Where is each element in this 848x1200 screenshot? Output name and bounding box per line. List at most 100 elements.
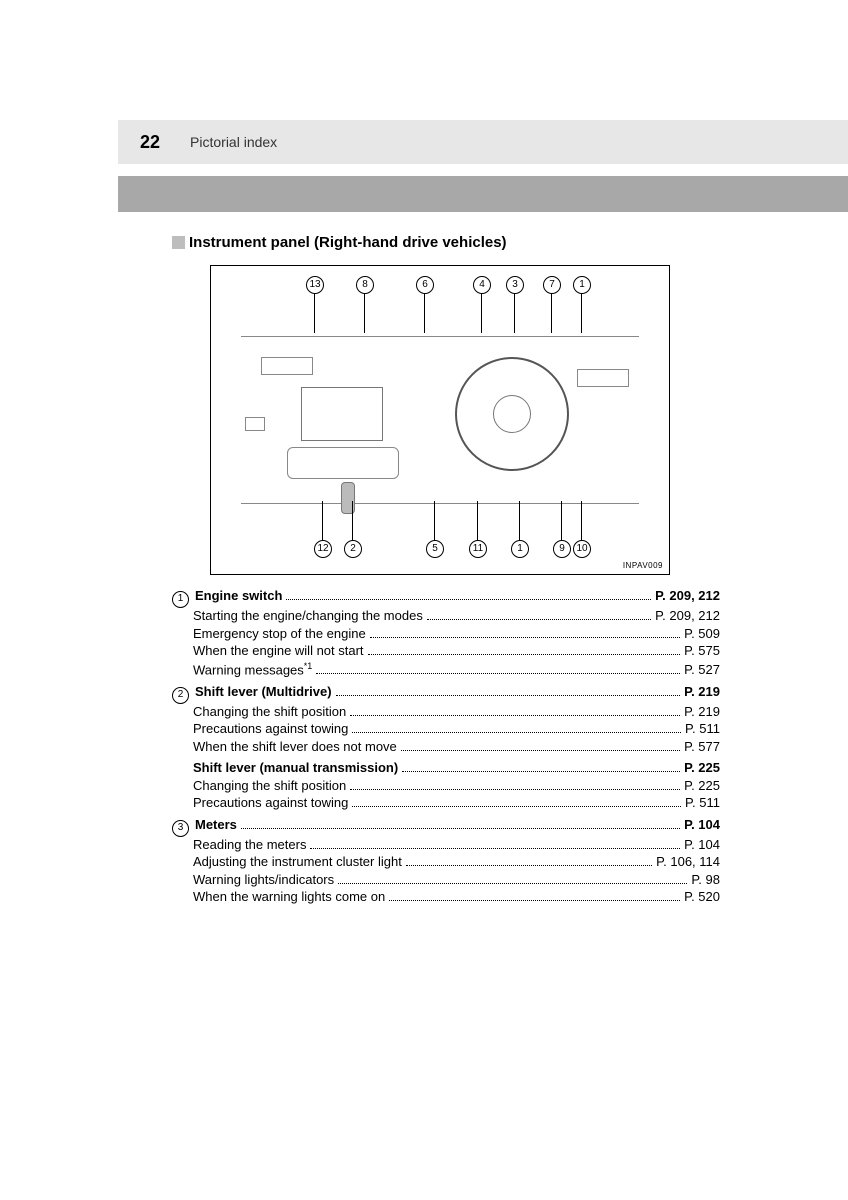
callout-8: 8 [356, 276, 374, 294]
leader-dots [427, 619, 651, 620]
callout-7: 7 [543, 276, 561, 294]
index-sub-page: P. 209, 212 [655, 607, 720, 625]
square-bullet-icon [172, 236, 185, 249]
leader-dots [401, 750, 680, 751]
callout-6: 6 [416, 276, 434, 294]
index-head-row: Shift lever (manual transmission) P. 225 [172, 759, 720, 777]
index-head-label: Shift lever (manual transmission) [193, 759, 398, 777]
index-sub-page: P. 575 [684, 642, 720, 660]
leader-dots [402, 771, 680, 772]
index-sub-label: Precautions against towing [193, 720, 348, 738]
item-number-circle: 3 [172, 820, 189, 837]
index-sub-row: Adjusting the instrument cluster lightP.… [172, 853, 720, 871]
index-head-label: Meters [195, 816, 237, 834]
dashboard-sketch [241, 336, 639, 504]
leader-line [434, 501, 435, 541]
index-sub-label: Precautions against towing [193, 794, 348, 812]
index-sub-label: Emergency stop of the engine [193, 625, 366, 643]
diagram-code: INPAV009 [623, 561, 663, 570]
index-sub-label: When the warning lights come on [193, 888, 385, 906]
index-sub-row: Changing the shift positionP. 225 [172, 777, 720, 795]
index-head-label: Shift lever (Multidrive) [195, 683, 332, 701]
vent-right-icon [577, 369, 629, 387]
index-sub-label: Reading the meters [193, 836, 306, 854]
index-sub-row: When the warning lights come on P. 520 [172, 888, 720, 906]
index-sub-label: Warning messages*1 [193, 660, 312, 679]
index-sub-row: Reading the meters P. 104 [172, 836, 720, 854]
index-sub-page: P. 509 [684, 625, 720, 643]
header-section-title: Pictorial index [190, 134, 277, 150]
index-sub-page: P. 225 [684, 777, 720, 795]
index-sub-row: Warning lights/indicators P. 98 [172, 871, 720, 889]
leader-line [477, 501, 478, 541]
index-sub-page: P. 104 [684, 836, 720, 854]
callout-11: 11 [469, 540, 487, 558]
center-screen-icon [301, 387, 383, 441]
index-sub-label: When the engine will not start [193, 642, 364, 660]
footnote-marker: *1 [304, 661, 313, 671]
item-number-circle: 2 [172, 687, 189, 704]
index-sub-row: Precautions against towingP. 511 [172, 720, 720, 738]
index-head-row: 3MetersP. 104 [172, 816, 720, 836]
index-sub-page: P. 520 [684, 888, 720, 906]
index-head-row: 1Engine switchP. 209, 212 [172, 587, 720, 607]
item-number-circle: 1 [172, 591, 189, 608]
leader-dots [350, 715, 680, 716]
index-sub-label: Warning lights/indicators [193, 871, 334, 889]
leader-line [581, 501, 582, 541]
index-sub-page: P. 98 [691, 871, 720, 889]
index-sub-row: Precautions against towing P. 511 [172, 794, 720, 812]
index-head-row: 2Shift lever (Multidrive)P. 219 [172, 683, 720, 703]
leader-line [364, 293, 365, 333]
leader-dots [368, 654, 681, 655]
index-sub-label: Changing the shift position [193, 703, 346, 721]
leader-dots [370, 637, 680, 638]
callout-5: 5 [426, 540, 444, 558]
callout-1: 1 [573, 276, 591, 294]
index-sub-row: Emergency stop of the engine P. 509 [172, 625, 720, 643]
content: Instrument panel (Right-hand drive vehic… [172, 234, 720, 906]
callout-10: 10 [573, 540, 591, 558]
callout-13: 13 [306, 276, 324, 294]
leader-line [322, 501, 323, 541]
callout-12: 12 [314, 540, 332, 558]
leader-dots [241, 828, 680, 829]
leader-line [514, 293, 515, 333]
leader-line [424, 293, 425, 333]
index-sub-page: P. 577 [684, 738, 720, 756]
leader-line [481, 293, 482, 333]
leader-line [561, 501, 562, 541]
index-head-page: P. 225 [684, 759, 720, 777]
glovebox-icon [245, 417, 265, 431]
leader-line [352, 501, 353, 541]
leader-line [581, 293, 582, 333]
page: 2 2 Pictorial index Instrument panel (Rig… [0, 0, 848, 1200]
index-sub-page: P. 511 [685, 794, 720, 812]
index-sub-label: Starting the engine/changing the modes [193, 607, 423, 625]
leader-dots [338, 883, 687, 884]
callout-9: 9 [553, 540, 571, 558]
leader-dots [310, 848, 680, 849]
callout-2: 2 [344, 540, 362, 558]
section-title-text: Instrument panel (Right-hand drive vehic… [189, 234, 507, 251]
leader-dots [352, 806, 681, 807]
index-sub-page: P. 219 [684, 703, 720, 721]
index-list: 1 Engine switch P. 209, 212 Starting the en… [172, 587, 720, 906]
leader-line [551, 293, 552, 333]
vent-left-icon [261, 357, 313, 375]
index-sub-page: P. 527 [684, 661, 720, 679]
leader-line [314, 293, 315, 333]
leader-line [519, 501, 520, 541]
index-head-label: Engine switch [195, 587, 282, 605]
diagram-frame: 13864371 1225111910 INPAV009 [210, 265, 670, 575]
leader-dots [316, 673, 680, 674]
console-icon [287, 447, 399, 479]
index-sub-row: When the engine will not start P. 575 [172, 642, 720, 660]
index-sub-row: Changing the shift position P. 219 [172, 703, 720, 721]
callout-4: 4 [473, 276, 491, 294]
index-sub-label: When the shift lever does not move [193, 738, 397, 756]
leader-dots [286, 599, 651, 600]
leader-dots [350, 789, 680, 790]
callout-1: 1 [511, 540, 529, 558]
section-title-row: Instrument panel (Right-hand drive vehic… [172, 234, 720, 251]
